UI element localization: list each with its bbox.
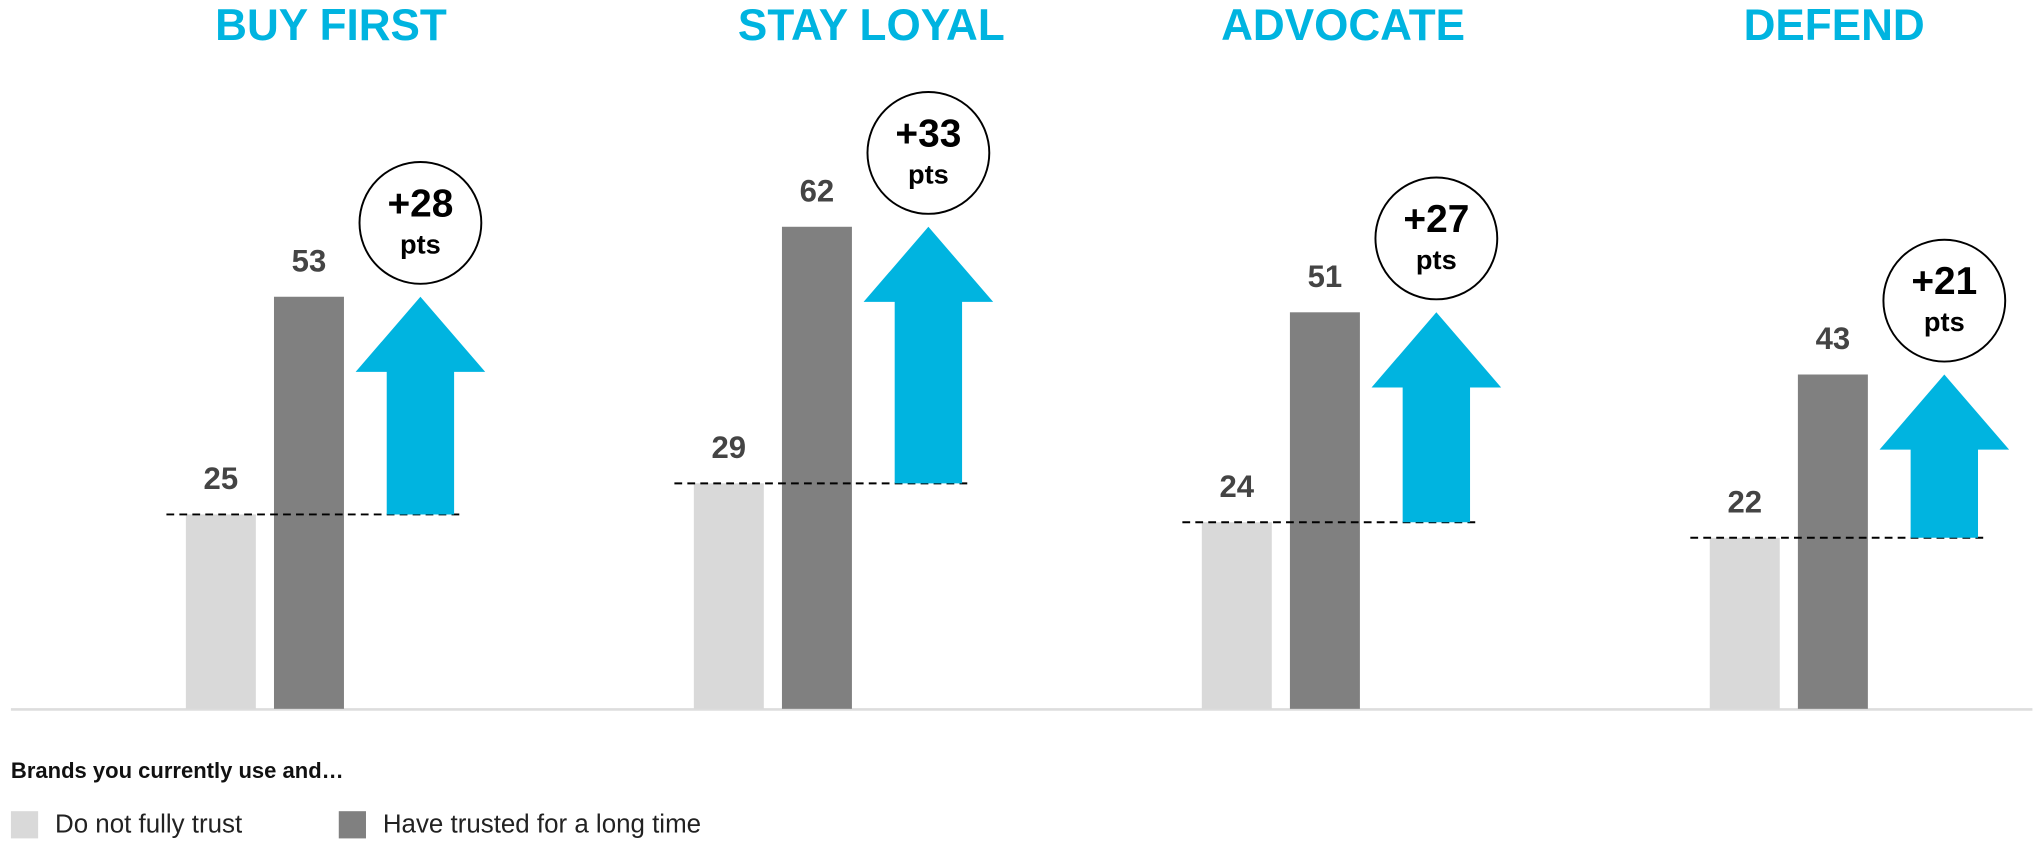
bar	[1797, 374, 1868, 709]
annotation-value: +27	[1403, 198, 1469, 241]
value-label: 53	[292, 243, 327, 278]
annotation-circle	[1374, 176, 1499, 301]
value-label: 24	[1219, 469, 1254, 504]
difference-arrow	[863, 226, 994, 484]
annotation-value: +21	[1911, 260, 1977, 303]
bar	[1709, 537, 1780, 709]
legend-swatch	[338, 811, 366, 839]
annotation-circle	[1882, 238, 2007, 363]
bar	[185, 514, 256, 709]
difference-arrow	[1879, 374, 2010, 538]
bar	[1201, 522, 1272, 709]
value-label: 29	[712, 430, 747, 465]
annotation-circle	[358, 161, 483, 285]
group-title: STAY LOYAL	[738, 1, 1005, 50]
group-title: ADVOCATE	[1221, 1, 1465, 50]
annotation-unit: pts	[908, 158, 949, 189]
annotation-circle	[866, 91, 991, 215]
legend-swatch	[10, 811, 39, 839]
difference-arrow	[355, 296, 486, 515]
annotation-value: +28	[387, 182, 453, 225]
annotation-unit: pts	[1924, 306, 1965, 337]
legend-title: Brands you currently use and…	[11, 758, 344, 783]
value-label: 62	[800, 173, 835, 208]
value-label: 25	[204, 461, 239, 496]
bar	[1289, 312, 1360, 709]
value-label: 43	[1816, 321, 1851, 356]
annotation-unit: pts	[1416, 244, 1457, 275]
annotation-unit: pts	[400, 228, 441, 259]
value-label: 51	[1308, 259, 1343, 294]
annotation-value: +33	[895, 112, 961, 155]
group-title: DEFEND	[1744, 1, 1925, 50]
bar	[273, 296, 344, 709]
value-label: 22	[1727, 484, 1762, 519]
bar	[781, 226, 852, 709]
bar	[693, 483, 764, 709]
group-title: BUY FIRST	[215, 1, 447, 50]
legend-label: Do not fully trust	[55, 810, 243, 838]
legend-label: Have trusted for a long time	[383, 810, 701, 838]
difference-arrow	[1371, 312, 1502, 523]
